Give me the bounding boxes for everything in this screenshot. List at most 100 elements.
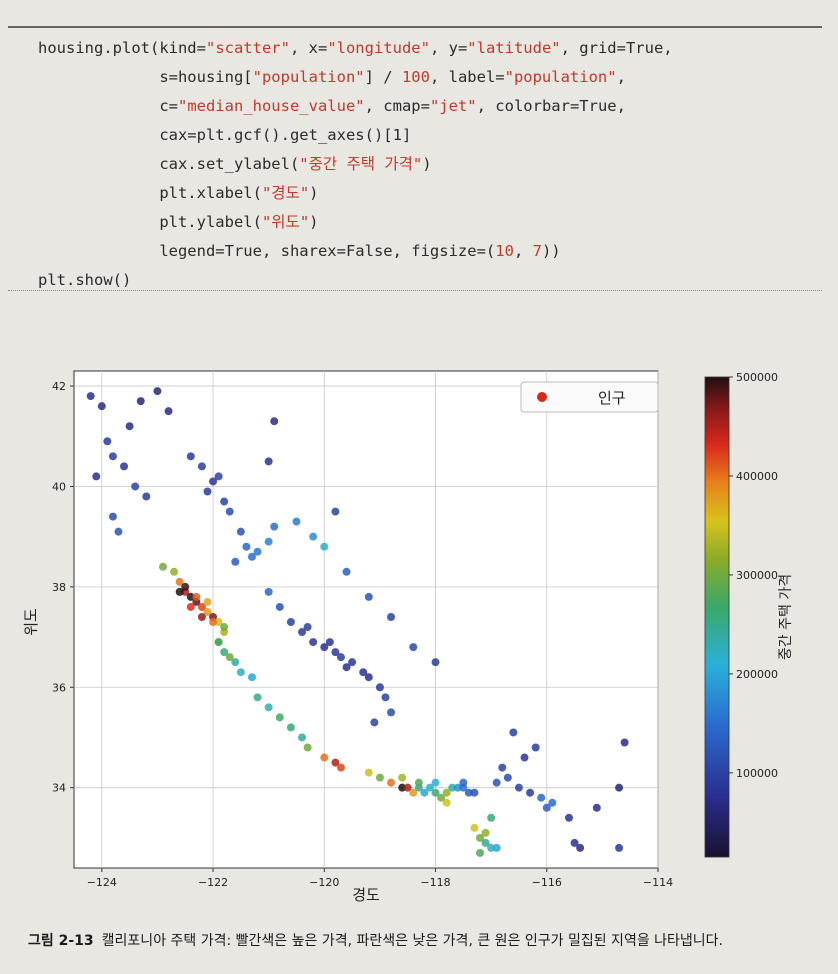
data-point: [292, 517, 301, 526]
data-point: [286, 723, 295, 732]
code-text: , label=: [429, 68, 505, 86]
data-point: [364, 592, 373, 601]
data-point: [531, 743, 540, 752]
legend-marker: [537, 392, 547, 402]
code-line: s=housing["population"] / 100, label="po…: [38, 63, 818, 92]
data-point: [264, 457, 273, 466]
data-point: [164, 407, 173, 416]
data-point: [514, 783, 523, 792]
data-point: [120, 462, 129, 471]
data-point: [298, 628, 307, 637]
data-point: [620, 738, 629, 747]
data-point: [348, 658, 357, 667]
data-point: [409, 643, 418, 652]
data-point: [331, 648, 340, 657]
data-point: [464, 788, 473, 797]
data-point: [459, 778, 468, 787]
data-point: [158, 562, 167, 571]
code-line: plt.ylabel("위도"): [38, 208, 818, 237]
x-tick-label: −120: [309, 876, 339, 889]
data-point: [220, 648, 229, 657]
data-point: [542, 803, 551, 812]
data-point: [203, 487, 212, 496]
data-point: [209, 618, 218, 627]
data-point: [375, 683, 384, 692]
code-text: s=housing[: [38, 68, 253, 86]
code-text: legend=True, sharex=False, figsize=(: [38, 242, 496, 260]
data-point: [197, 462, 206, 471]
data-point: [481, 828, 490, 837]
code-string: 100: [401, 68, 430, 86]
data-point: [247, 673, 256, 682]
data-point: [270, 417, 279, 426]
x-axis: −124 −122 −120 −118 −116 −114: [87, 868, 673, 889]
data-point: [131, 482, 140, 491]
code-line: housing.plot(kind="scatter", x="longitud…: [38, 34, 818, 63]
colorbar-label: 중간 주택 가격: [778, 574, 794, 660]
code-text: plt.ylabel(: [38, 213, 262, 231]
data-point: [331, 507, 340, 516]
code-text: plt.xlabel(: [38, 184, 262, 202]
data-point: [108, 452, 117, 461]
code-string: "위도": [261, 213, 310, 231]
data-point: [192, 592, 201, 601]
colorbar-tick-label: 500000: [736, 371, 778, 384]
data-point: [153, 387, 162, 396]
colorbar-tick-label: 400000: [736, 470, 778, 483]
data-point: [97, 402, 106, 411]
data-point: [370, 718, 379, 727]
code-block: housing.plot(kind="scatter", x="longitud…: [38, 34, 818, 295]
data-point: [231, 658, 240, 667]
data-point: [303, 743, 312, 752]
data-point: [492, 778, 501, 787]
figure-number: 그림 2-13: [28, 933, 94, 949]
data-point: [359, 668, 368, 677]
colorbar-tick-label: 200000: [736, 668, 778, 681]
code-string: "longitude": [327, 39, 430, 57]
y-tick-label: 38: [52, 581, 66, 594]
data-point: [270, 522, 279, 531]
data-point: [520, 753, 529, 762]
code-text: ] /: [364, 68, 402, 86]
top-rule: [8, 26, 822, 28]
legend-label: 인구: [598, 389, 626, 407]
code-text: , y=: [429, 39, 468, 57]
code-text: ,: [513, 242, 533, 260]
y-axis: 34 36 38 40 42: [52, 380, 74, 795]
data-point: [186, 592, 195, 601]
data-point: [342, 567, 351, 576]
data-point: [336, 763, 345, 772]
data-points: [86, 387, 629, 857]
y-tick-label: 42: [52, 380, 66, 393]
code-line: plt.show(): [38, 266, 818, 295]
data-point: [492, 843, 501, 852]
figure-caption: 그림 2-13 캘리포니아 주택 가격: 빨간색은 높은 가격, 파란색은 낮은 …: [28, 930, 723, 950]
data-point: [509, 728, 518, 737]
data-point: [381, 693, 390, 702]
code-line: c="median_house_value", cmap="jet", colo…: [38, 92, 818, 121]
data-point: [264, 703, 273, 712]
data-point: [570, 838, 579, 847]
code-text: , colorbar=True,: [476, 97, 626, 115]
code-line: cax.set_ylabel("중간 주택 가격"): [38, 150, 818, 179]
colorbar: 100000 200000 300000 400000 500000 중간 주택 가격: [704, 371, 794, 858]
code-text: , x=: [289, 39, 328, 57]
data-point: [214, 618, 223, 627]
data-point: [414, 778, 423, 787]
y-axis-label: 위도: [22, 608, 40, 636]
data-point: [275, 713, 284, 722]
data-point: [453, 783, 462, 792]
code-text: , cmap=: [364, 97, 430, 115]
data-point: [425, 783, 434, 792]
code-text: ): [422, 155, 432, 173]
data-point: [214, 472, 223, 481]
data-point: [225, 507, 234, 516]
data-point: [309, 638, 318, 647]
data-point: [103, 437, 112, 446]
data-point: [398, 773, 407, 782]
data-point: [253, 693, 262, 702]
data-point: [431, 658, 440, 667]
data-point: [565, 813, 574, 822]
data-point: [526, 788, 535, 797]
data-point: [225, 653, 234, 662]
